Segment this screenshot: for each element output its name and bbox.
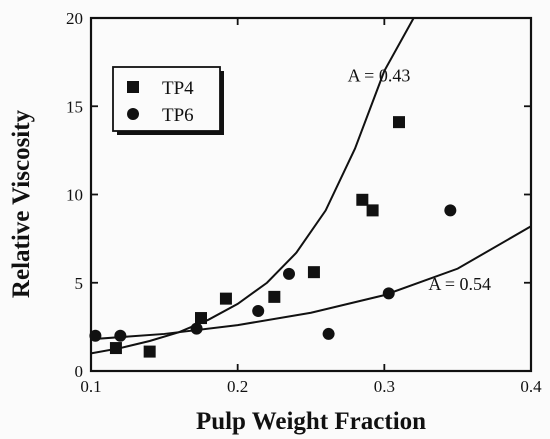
- legend-square-marker: [127, 81, 139, 93]
- data-point-tp6: [190, 322, 203, 335]
- data-point-tp4: [219, 292, 232, 305]
- data-point-tp6: [283, 267, 295, 280]
- data-point-tp6: [252, 304, 265, 317]
- data-point-tp4: [109, 342, 122, 355]
- y-tick-label: 10: [66, 186, 83, 205]
- legend-label: TP4: [162, 78, 194, 99]
- y-axis-title: Relative Viscosity: [8, 109, 35, 298]
- y-tick-label: 5: [75, 274, 84, 293]
- data-point-tp6: [382, 287, 395, 300]
- data-point-tp6: [114, 329, 127, 342]
- x-tick-label: 0.1: [80, 377, 101, 396]
- legend-label: TP6: [162, 105, 194, 126]
- data-point-tp4: [393, 116, 405, 129]
- y-tick-label: 15: [66, 97, 83, 116]
- axes: 0 5 10 15 20 0.1 0.2 0.3 0.4: [66, 9, 542, 396]
- y-tick-label: 20: [66, 9, 83, 28]
- data-point-tp4: [195, 312, 207, 325]
- x-tick-label: 0.3: [374, 377, 395, 396]
- fit-curve-tp6: [90, 225, 532, 341]
- data-point-tp6: [89, 329, 102, 342]
- y-tick-label: 0: [75, 362, 84, 381]
- data-points: [89, 116, 457, 358]
- data-point-tp4: [143, 345, 156, 358]
- fit-curve-tp4: [90, 17, 415, 355]
- data-point-tp4: [356, 193, 369, 206]
- legend-circle-marker: [127, 108, 139, 120]
- legend-box: [112, 66, 221, 132]
- data-point-tp4: [307, 266, 320, 279]
- annotations: A = 0.43 A = 0.54: [348, 66, 491, 294]
- axis-titles: Pulp Weight Fraction Relative Viscosity: [8, 109, 426, 435]
- x-tick-label: 0.2: [227, 377, 248, 396]
- fit-annotation: A = 0.54: [428, 274, 491, 294]
- data-point-tp4: [268, 290, 281, 303]
- x-axis-title: Pulp Weight Fraction: [196, 408, 426, 435]
- x-tick-label: 0.4: [520, 377, 542, 396]
- fit-curves: [90, 17, 532, 355]
- data-point-tp6: [322, 327, 335, 340]
- data-point-tp4: [366, 204, 379, 217]
- fit-annotation: A = 0.43: [348, 66, 411, 86]
- data-point-tp6: [444, 204, 457, 217]
